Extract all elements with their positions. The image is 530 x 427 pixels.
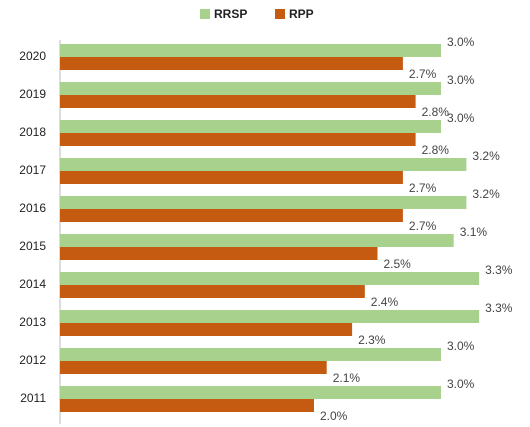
- legend-swatch: [200, 9, 210, 19]
- y-tick-label: 2018: [19, 125, 46, 139]
- value-label: 3.2%: [472, 149, 500, 163]
- y-tick-label: 2015: [19, 239, 46, 253]
- bar: [60, 171, 403, 184]
- value-label: 3.0%: [447, 35, 475, 49]
- bar: [60, 285, 365, 298]
- bar: [60, 209, 403, 222]
- bar: [60, 57, 403, 70]
- value-label: 3.0%: [447, 339, 475, 353]
- value-label: 3.2%: [472, 187, 500, 201]
- value-label: 2.7%: [409, 67, 437, 81]
- y-tick-label: 2016: [19, 201, 46, 215]
- value-label: 2.8%: [422, 143, 450, 157]
- bar: [60, 361, 327, 374]
- value-label: 2.8%: [422, 105, 450, 119]
- value-label: 3.0%: [447, 73, 475, 87]
- legend-text: RRSP: [214, 7, 247, 21]
- legend-text: RPP: [289, 7, 314, 21]
- value-label: 2.5%: [384, 257, 412, 271]
- bar: [60, 399, 314, 412]
- value-label: 2.1%: [333, 371, 361, 385]
- value-label: 3.1%: [460, 225, 488, 239]
- y-tick-label: 2020: [19, 49, 46, 63]
- bar: [60, 247, 378, 260]
- bar: [60, 82, 441, 95]
- y-tick-label: 2014: [19, 277, 46, 291]
- value-label: 3.3%: [485, 263, 513, 277]
- bar: [60, 158, 467, 171]
- bar: [60, 272, 480, 285]
- legend-swatch: [275, 9, 285, 19]
- y-tick-label: 2019: [19, 87, 46, 101]
- value-label: 2.0%: [320, 409, 348, 423]
- bar: [60, 95, 416, 108]
- value-label: 2.4%: [371, 295, 399, 309]
- y-tick-label: 2017: [19, 163, 46, 177]
- bar: [60, 348, 441, 361]
- bar: [60, 44, 441, 57]
- y-tick-label: 2012: [19, 353, 46, 367]
- value-label: 2.7%: [409, 219, 437, 233]
- value-label: 3.0%: [447, 377, 475, 391]
- y-tick-label: 2011: [20, 391, 46, 405]
- bar: [60, 234, 454, 247]
- value-label: 3.3%: [485, 301, 513, 315]
- bar: [60, 386, 441, 399]
- value-label: 2.3%: [358, 333, 386, 347]
- bar: [60, 323, 353, 336]
- value-label: 3.0%: [447, 111, 475, 125]
- value-label: 2.7%: [409, 181, 437, 195]
- bar: [60, 120, 441, 133]
- bar: [60, 196, 467, 209]
- bar: [60, 310, 480, 323]
- y-tick-label: 2013: [19, 315, 46, 329]
- bar: [60, 133, 416, 146]
